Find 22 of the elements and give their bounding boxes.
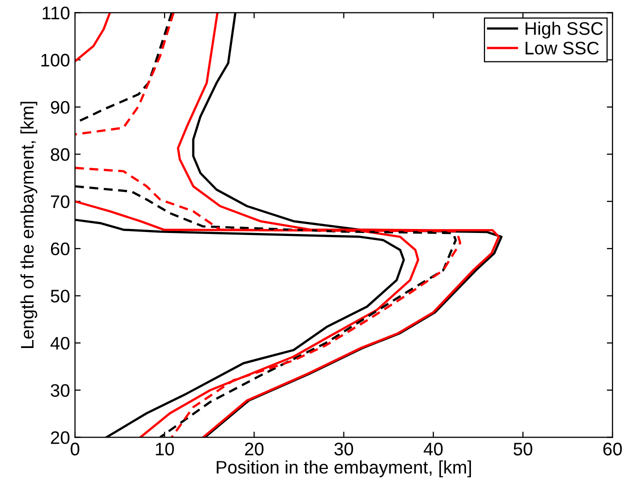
y-tick-label: 70: [50, 195, 70, 208]
x-tick-label: 60: [603, 442, 622, 456]
legend-label: Low SSC: [526, 42, 599, 54]
y-tick-label: 100: [41, 54, 70, 67]
y-tick-label: 110: [42, 6, 70, 20]
x-tick-label: 10: [156, 442, 174, 456]
legend-label: High SSC: [526, 22, 603, 39]
y-tick-label: 90: [50, 100, 70, 114]
x-axis-title: Position in the embayment, [km]: [216, 460, 471, 478]
x-tick-label: 30: [334, 442, 354, 456]
line-series: [75, 12, 112, 62]
y-tick-label: 60: [50, 242, 70, 256]
y-tick-label: 40: [50, 336, 70, 350]
y-tick-label: 80: [50, 148, 70, 161]
y-tick-label: 50: [50, 290, 70, 302]
y-axis-title: Length of the embayment, [km]: [20, 102, 38, 348]
x-tick-label: 20: [245, 442, 264, 456]
x-tick-label: 0: [70, 442, 80, 456]
y-tick-label: 30: [50, 384, 70, 397]
y-tick-label: 20: [50, 431, 70, 444]
x-tick-label: 40: [424, 442, 443, 456]
x-tick-label: 50: [514, 442, 532, 456]
